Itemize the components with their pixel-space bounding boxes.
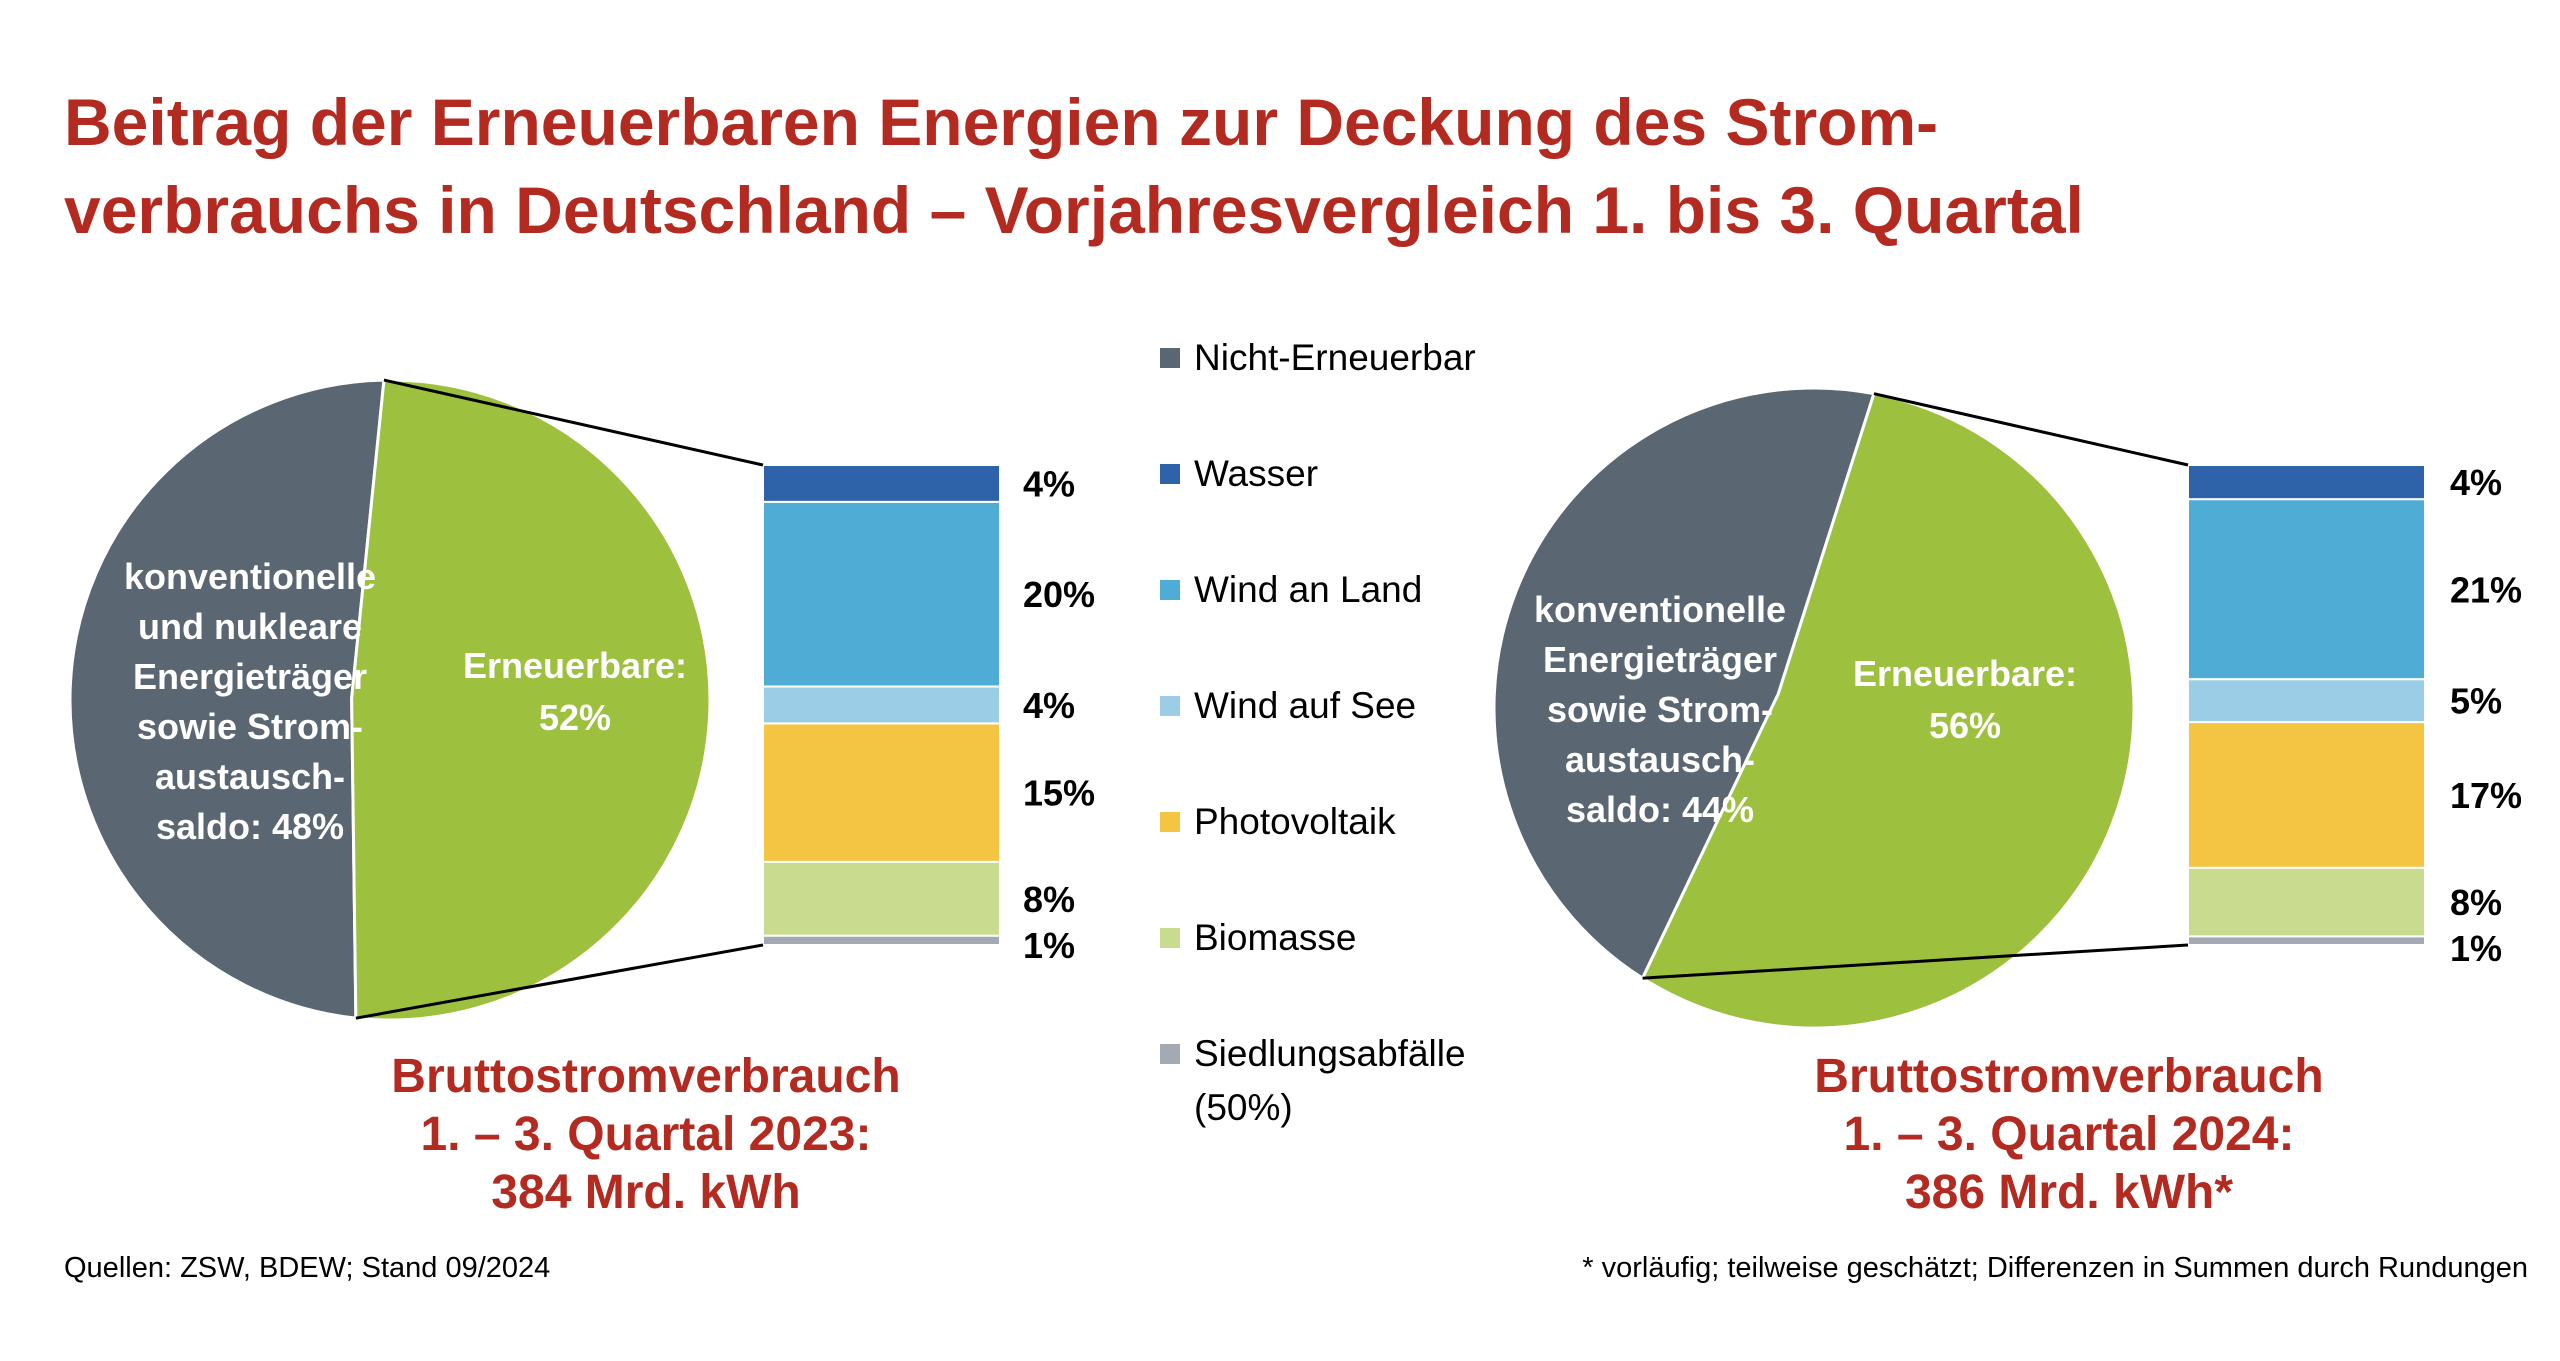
pie-chart-2024: konventionelle Energieträger sowie Strom-a… bbox=[1492, 386, 2136, 1030]
caption-2023-line-2: 1. – 3. Quartal 2023: bbox=[420, 1108, 872, 1161]
bar-value-label-2024: 5% bbox=[2450, 681, 2502, 722]
pie-label-line: sowie Strom- bbox=[137, 706, 363, 747]
bar-segment-wasser-2024 bbox=[2187, 464, 2426, 501]
bar-segment-photovoltaik-2023 bbox=[762, 722, 1001, 863]
pie-label-line: 52% bbox=[539, 697, 611, 738]
legend-label: Siedlungsabfälle bbox=[1194, 1033, 1466, 1074]
pie-chart-2023: konventionelle und nukleare Energieträger s… bbox=[68, 378, 712, 1022]
pie-label-erneuerbar-2023: Erneuerbare: 52% bbox=[463, 645, 687, 738]
legend-label: Wind auf See bbox=[1194, 685, 1416, 726]
connector-line-top-2023 bbox=[383, 378, 764, 467]
legend-label: Wasser bbox=[1194, 453, 1318, 494]
bar-segment-wasser-2023 bbox=[762, 464, 1001, 503]
chart-title: Beitrag der Erneuerbaren Energien zur De… bbox=[64, 78, 2504, 254]
connector-line-bottom-2024 bbox=[1642, 943, 2189, 980]
bar-value-label-2024: 8% bbox=[2450, 882, 2502, 923]
caption-2024-line-3: 386 Mrd. kWh* bbox=[1904, 1166, 2234, 1219]
title-line-1: Beitrag der Erneuerbaren Energien zur De… bbox=[64, 85, 1939, 159]
pie-label-erneuerbar-2024: Erneuerbare: 56% bbox=[1853, 653, 2077, 746]
legend-label: Nicht-Erneuerbar bbox=[1194, 337, 1476, 378]
pie-slice-erneuerbar-2024 bbox=[1640, 391, 2136, 1030]
bar-value-label-2023: 15% bbox=[1023, 773, 1095, 814]
breakdown-bar-2024: 4% 21% 5% 17% 8% 1% bbox=[2187, 462, 2522, 969]
legend-label: Photovoltaik bbox=[1194, 801, 1396, 842]
caption-2024-line-1: Bruttostromverbrauch bbox=[1814, 1050, 2324, 1103]
legend-swatch bbox=[1160, 464, 1180, 484]
pie-label-nicht-erneuerbar-2023: konventionelle und nukleare Energieträger s… bbox=[124, 556, 376, 847]
pie-label-line: sowie Strom- bbox=[1547, 689, 1773, 730]
caption-2023-line-3: 384 Mrd. kWh bbox=[491, 1166, 801, 1219]
bar-segment-biomasse-2023 bbox=[762, 860, 1001, 937]
bar-segment-wind-an-land-2024 bbox=[2187, 498, 2426, 681]
pie-label-line: Erneuerbare: bbox=[463, 645, 687, 686]
bar-value-label-2023: 4% bbox=[1023, 463, 1075, 504]
legend-label: Biomasse bbox=[1194, 917, 1356, 958]
bar-value-label-2024: 1% bbox=[2450, 928, 2502, 969]
pie-label-line: Erneuerbare: bbox=[1853, 653, 2077, 694]
bar-segment-siedlungsabf-lle-2023 bbox=[762, 934, 1001, 946]
bar-segment-wind-an-land-2023 bbox=[762, 500, 1001, 688]
legend-swatch bbox=[1160, 348, 1180, 368]
pie-label-line: austausch- bbox=[1565, 739, 1755, 780]
legend-swatch bbox=[1160, 1044, 1180, 1064]
bar-value-label-2023: 4% bbox=[1023, 685, 1075, 726]
legend-swatch bbox=[1160, 928, 1180, 948]
bar-value-label-2024: 4% bbox=[2450, 462, 2502, 503]
bar-segment-biomasse-2024 bbox=[2187, 866, 2426, 938]
bar-value-label-2024: 17% bbox=[2450, 775, 2522, 816]
pie-label-line: austausch- bbox=[155, 756, 345, 797]
caption-2023-line-1: Bruttostromverbrauch bbox=[391, 1050, 901, 1103]
caption-2023: Bruttostromverbrauch 1. – 3. Quartal 202… bbox=[296, 1048, 996, 1222]
title-line-2: verbrauchs in Deutschland – Vorjahresver… bbox=[64, 173, 2084, 247]
legend: Nicht-Erneuerbar Wasser Wind an Land Wind a… bbox=[1160, 337, 1476, 1128]
pie-slice-nicht-erneuerbar-2024 bbox=[1492, 386, 1876, 981]
connector-line-bottom-2023 bbox=[355, 943, 764, 1020]
bar-segment-wind-auf-see-2023 bbox=[762, 685, 1001, 725]
legend-swatch bbox=[1160, 696, 1180, 716]
connector-line-top-2024 bbox=[1873, 392, 2189, 467]
legend-swatch bbox=[1160, 580, 1180, 600]
pie-label-nicht-erneuerbar-2024: konventionelle Energieträger sowie Strom-a… bbox=[1534, 589, 1786, 830]
breakdown-bar-2023: 4% 20% 4% 15% 8% 1% bbox=[762, 463, 1095, 966]
legend-label-2: (50%) bbox=[1194, 1087, 1293, 1128]
pie-label-line: saldo: 48% bbox=[156, 806, 344, 847]
bar-value-label-2023: 20% bbox=[1023, 574, 1095, 615]
footnote: * vorläufig; teilweise geschätzt; Differ… bbox=[1582, 1252, 2528, 1284]
pie-slice-nicht-erneuerbar-2023 bbox=[68, 378, 386, 1020]
source-note: Quellen: ZSW, BDEW; Stand 09/2024 bbox=[64, 1252, 551, 1284]
legend-label: Wind an Land bbox=[1194, 569, 1422, 610]
bar-value-label-2024: 21% bbox=[2450, 569, 2522, 610]
pie-label-line: konventionelle bbox=[124, 556, 376, 597]
bar-segment-wind-auf-see-2024 bbox=[2187, 678, 2426, 724]
pie-label-line: Energieträger bbox=[1543, 639, 1777, 680]
pie-label-line: Energieträger bbox=[133, 656, 367, 697]
pie-label-line: 56% bbox=[1929, 705, 2001, 746]
bar-segment-photovoltaik-2024 bbox=[2187, 721, 2426, 869]
pie-label-line: konventionelle bbox=[1534, 589, 1786, 630]
bar-segment-siedlungsabf-lle-2024 bbox=[2187, 935, 2426, 947]
legend-swatch bbox=[1160, 812, 1180, 832]
caption-2024-line-2: 1. – 3. Quartal 2024: bbox=[1843, 1108, 2295, 1161]
pie-slice-erneuerbar-2023 bbox=[350, 378, 712, 1022]
pie-label-line: saldo: 44% bbox=[1566, 789, 1754, 830]
caption-2024: Bruttostromverbrauch 1. – 3. Quartal 202… bbox=[1719, 1048, 2419, 1222]
bar-value-label-2023: 1% bbox=[1023, 925, 1075, 966]
bar-value-label-2023: 8% bbox=[1023, 879, 1075, 920]
pie-label-line: und nukleare bbox=[138, 606, 362, 647]
